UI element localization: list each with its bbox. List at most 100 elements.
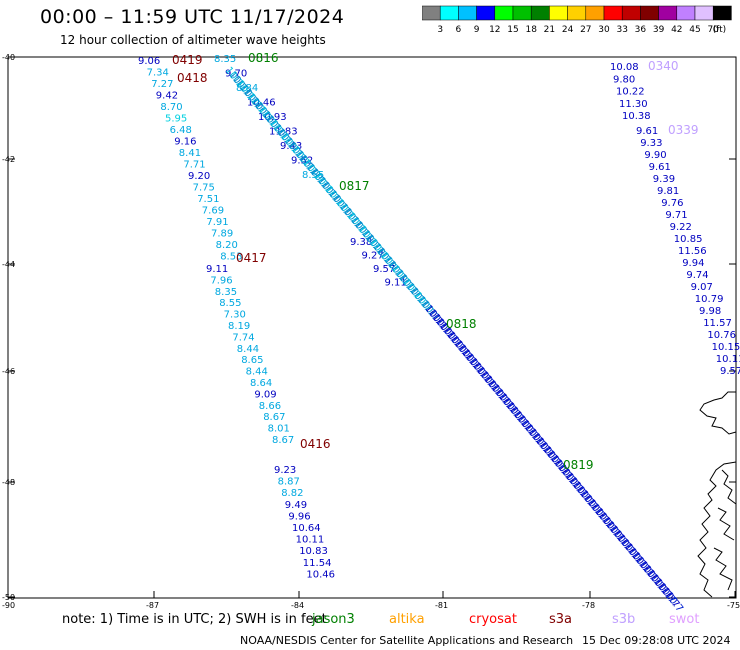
wave-height-value: 7.75 <box>193 183 215 194</box>
pass-label: 0419 <box>172 53 203 67</box>
colorbar-tick-label: 27 <box>580 25 591 35</box>
wave-height-colorbar: 3 6 9 12 15 18 21 24 27 30 33 36 39 42 45 70(ft) <box>422 5 732 35</box>
lat-label: -40 <box>2 53 15 62</box>
wave-height-value: 8.20 <box>216 240 238 251</box>
wave-height-value: 8.55 <box>302 170 324 181</box>
wave-height-value: 9.43 <box>280 141 302 152</box>
wave-height-value: 9.11 <box>206 264 228 275</box>
wave-height-value: 10.11 <box>296 535 325 546</box>
wave-height-value: 8.44 <box>246 367 268 378</box>
wave-height-value: 8.66 <box>259 401 281 412</box>
pass-label: 0818 <box>446 317 477 331</box>
wave-height-value: 7.89 <box>211 229 233 240</box>
wave-height-value: 9.20 <box>188 171 210 182</box>
wave-height-value: 10.83 <box>299 546 328 557</box>
lat-label: -48 <box>2 478 15 487</box>
colorbar-tick-label: 39 <box>653 25 665 35</box>
lon-label: -90 <box>2 601 15 610</box>
wave-height-value: 7.27 <box>151 79 173 90</box>
legend-item-cryosat: cryosat <box>469 612 517 627</box>
wave-height-value: 9.96 <box>288 511 310 522</box>
wave-height-value: 9.70 <box>225 69 247 80</box>
pass-label: 0819 <box>563 458 594 472</box>
wave-height-value: 10.46 <box>306 569 335 580</box>
wave-height-value: 10.22 <box>616 87 645 98</box>
wave-height-value: 8.53 <box>220 252 242 263</box>
wave-height-value: 11.54 <box>303 558 332 569</box>
map-frame <box>7 56 737 599</box>
lat-label: -44 <box>2 260 15 269</box>
wave-height-value: 10.64 <box>292 523 321 534</box>
wave-height-value: 9.22 <box>670 222 692 233</box>
colorbar-tick-label: 3 <box>437 25 443 35</box>
page-title: 00:00 – 11:59 UTC 11/17/2024 <box>40 6 345 28</box>
wave-height-value: 7.30 <box>224 310 246 321</box>
timestamp-text: 15 Dec 09:28:08 UTC 2024 <box>582 634 731 647</box>
colorbar-tick-label: 6 <box>456 25 462 35</box>
wave-height-map: -40 -42 -44 -46 -48 -50-90 -87 -84 -81 -78 -75 9.06… <box>2 51 740 610</box>
dense-track-mark: 10.7 <box>663 590 685 610</box>
colorbar-tick-label: 30 <box>598 25 610 35</box>
pass-label: 0817 <box>339 179 370 193</box>
colorbar-tick-label: 21 <box>544 25 555 35</box>
legend-item-swot: swot <box>669 612 700 627</box>
footer-note: note: 1) Time is in UTC; 2) SWH is in fe… <box>62 612 327 627</box>
lon-label: -87 <box>146 601 159 610</box>
wave-height-value: 6.48 <box>170 125 192 136</box>
wave-height-value: 8.64 <box>250 378 272 389</box>
wave-height-value: 8.87 <box>278 477 300 488</box>
wave-height-value: 5.95 <box>165 114 187 125</box>
wave-height-value: 10.11 <box>716 354 740 365</box>
wave-height-value: 7.51 <box>197 194 219 205</box>
wave-height-value: 9.90 <box>644 150 666 161</box>
wave-height-value: 8.19 <box>228 321 250 332</box>
wave-height-value: 10.93 <box>258 112 287 123</box>
colorbar-tick-label: 9 <box>474 25 480 35</box>
pass-label: 0418 <box>177 71 208 85</box>
wave-height-value: 9.33 <box>640 138 662 149</box>
wave-height-value: 9.49 <box>285 500 307 511</box>
wave-height-value: 8.65 <box>241 355 263 366</box>
wave-height-value: 11.83 <box>269 127 298 138</box>
wave-height-value: 9.57 <box>373 264 395 275</box>
wave-height-value: 9.57 <box>720 366 740 377</box>
wave-height-value: 7.69 <box>202 206 224 217</box>
wave-height-value: 8.44 <box>237 344 259 355</box>
wave-height-value: 11.57 <box>703 318 732 329</box>
wave-height-value: 10.79 <box>695 294 724 305</box>
lon-label: -84 <box>291 601 304 610</box>
wave-height-value: 7.74 <box>232 332 254 343</box>
wave-height-value: 9.61 <box>649 162 671 173</box>
lat-label: -46 <box>2 367 15 376</box>
colorbar-tick-label: 18 <box>525 25 537 35</box>
credit-text: NOAA/NESDIS Center for Satellite Applica… <box>240 634 574 647</box>
pass-label: 0416 <box>300 437 331 451</box>
pass-label: 0339 <box>668 123 699 137</box>
wave-height-value: 9.94 <box>682 258 704 269</box>
wave-height-value: 9.52 <box>291 156 313 167</box>
wave-height-value: 9.27 <box>362 251 384 262</box>
wave-height-value: 7.91 <box>206 217 228 228</box>
wave-height-value: 10.85 <box>674 234 703 245</box>
wave-height-value: 10.76 <box>707 330 736 341</box>
lat-label: -50 <box>2 593 15 602</box>
wave-height-value: 9.98 <box>699 306 721 317</box>
lat-label: -42 <box>2 155 15 164</box>
colorbar-tick-label: 12 <box>489 25 500 35</box>
wave-height-value: 8.55 <box>219 298 241 309</box>
pass-label: 0417 <box>236 251 267 265</box>
page-subtitle: 12 hour collection of altimeter wave hei… <box>60 33 326 47</box>
legend-item-s3a: s3a <box>549 612 573 627</box>
colorbar-unit-label: (ft) <box>713 25 727 35</box>
wave-height-value: 8.35 <box>215 287 237 298</box>
wave-height-value: 9.74 <box>686 270 708 281</box>
wave-height-value: 8.35 <box>214 54 236 65</box>
wave-height-value: 9.16 <box>174 137 196 148</box>
wave-height-value: 8.01 <box>268 424 290 435</box>
wave-height-value: 9.39 <box>653 174 675 185</box>
wave-height-value: 9.42 <box>156 91 178 102</box>
wave-height-value: 9.23 <box>274 465 296 476</box>
wave-height-value: 9.76 <box>661 198 683 209</box>
wave-height-value: 7.34 <box>147 68 169 79</box>
colorbar-tick-label: 24 <box>562 25 574 35</box>
